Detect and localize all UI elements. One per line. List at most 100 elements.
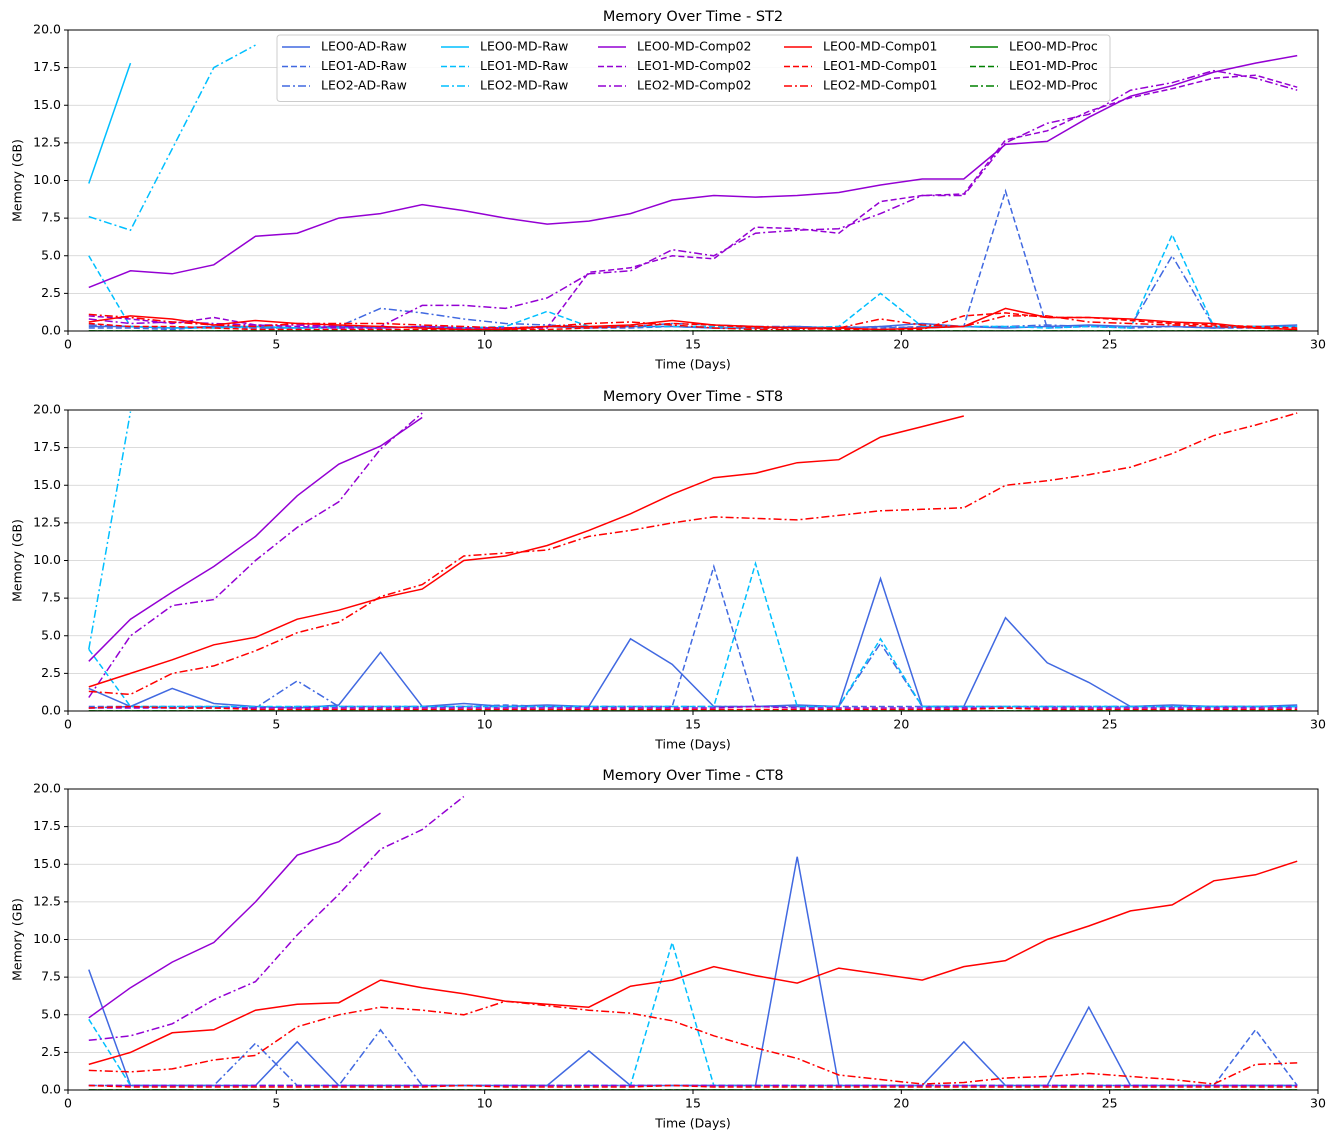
y-tick-label: 12.5: [33, 134, 61, 149]
y-tick-label: 7.5: [41, 210, 61, 225]
y-tick-label: 20.0: [33, 22, 61, 37]
legend-label: LEO1-MD-Proc: [1009, 58, 1098, 73]
x-tick-label: 30: [1310, 717, 1326, 732]
series-line: [88, 411, 132, 650]
y-tick-label: 10.0: [33, 552, 61, 567]
x-tick-label: 15: [685, 337, 701, 352]
series-line: [88, 812, 381, 1019]
legend-label: LEO1-MD-Raw: [480, 58, 568, 73]
y-axis-label: Memory (GB): [10, 898, 25, 981]
chart-title: Memory Over Time - ST2: [603, 9, 783, 25]
axes-frame: [67, 409, 1319, 712]
series-line: [88, 412, 423, 698]
chart-title: Memory Over Time - CT8: [602, 768, 783, 784]
x-tick-label: 15: [685, 1096, 701, 1111]
x-tick-label: 10: [477, 337, 493, 352]
legend-label: LEO1-AD-Raw: [321, 58, 407, 73]
y-tick-label: 2.5: [41, 1044, 61, 1059]
y-tick-label: 10.0: [33, 931, 61, 946]
legend-label: LEO2-AD-Raw: [321, 78, 407, 93]
series-group: [88, 44, 1298, 331]
y-tick-label: 5.0: [41, 627, 61, 642]
series-group: [88, 411, 1298, 711]
subplot: Memory Over Time - ST2 Time (Days) Memory …: [10, 9, 1326, 372]
x-tick-label: 5: [272, 717, 280, 732]
legend-label: LEO0-MD-Raw: [480, 39, 568, 54]
x-tick-label: 0: [64, 337, 72, 352]
y-tick-label: 17.5: [33, 818, 61, 833]
series-line: [88, 1000, 1298, 1085]
series-line: [88, 560, 1298, 708]
y-tick-label: 10.0: [33, 172, 61, 187]
series-line: [88, 54, 1298, 289]
x-tick-label: 25: [1102, 1096, 1118, 1111]
x-tick-label: 20: [893, 1096, 909, 1111]
x-tick-label: 0: [64, 1096, 72, 1111]
legend-label: LEO0-MD-Comp02: [637, 39, 751, 54]
y-tick-label: 7.5: [41, 969, 61, 984]
series-line: [88, 1084, 1298, 1088]
series-line: [88, 254, 1298, 329]
y-tick-label: 15.0: [33, 856, 61, 871]
legend-label: LEO2-MD-Comp02: [637, 78, 751, 93]
series-line: [88, 705, 1298, 711]
x-tick-label: 25: [1102, 717, 1118, 732]
x-tick-label: 25: [1102, 337, 1118, 352]
y-tick-label: 15.0: [33, 97, 61, 112]
series-line: [88, 416, 423, 662]
legend-label: LEO2-MD-Proc: [1009, 78, 1098, 93]
axes-frame: [67, 788, 1319, 1091]
x-tick-label: 30: [1310, 337, 1326, 352]
y-tick-label: 17.5: [33, 439, 61, 454]
x-tick-label: 30: [1310, 1096, 1326, 1111]
subplot: Memory Over Time - ST8 Time (Days) Memory …: [10, 389, 1326, 752]
y-tick-label: 12.5: [33, 514, 61, 529]
legend-label: LEO1-MD-Comp02: [637, 58, 751, 73]
y-tick-label: 5.0: [41, 247, 61, 262]
chart-title: Memory Over Time - ST8: [603, 389, 783, 405]
y-tick-label: 20.0: [33, 402, 61, 417]
x-tick-label: 0: [64, 717, 72, 732]
x-tick-label: 20: [893, 337, 909, 352]
x-axis-label: Time (Days): [654, 1116, 731, 1131]
series-line: [88, 313, 1298, 331]
y-tick-label: 17.5: [33, 59, 61, 74]
x-tick-label: 20: [893, 717, 909, 732]
y-tick-label: 20.0: [33, 781, 61, 796]
legend-label: LEO2-MD-Comp01: [823, 78, 937, 93]
y-tick-label: 0.0: [41, 323, 61, 338]
legend-label: LEO0-MD-Proc: [1009, 39, 1098, 54]
y-tick-label: 0.0: [41, 703, 61, 718]
y-tick-label: 12.5: [33, 893, 61, 908]
series-line: [88, 860, 1298, 1066]
legend-label: LEO0-MD-Comp01: [823, 39, 937, 54]
series-line: [88, 412, 1298, 696]
series-line: [88, 563, 1298, 709]
x-tick-label: 5: [272, 1096, 280, 1111]
series-line: [88, 795, 465, 1042]
y-tick-label: 0.0: [41, 1082, 61, 1097]
legend-label: LEO1-MD-Comp01: [823, 58, 937, 73]
legend: LEO0-AD-Raw LEO1-AD-Raw LEO2-AD-Raw LEO0-MD…: [276, 34, 1111, 102]
series-line: [88, 705, 1298, 709]
series-group: [88, 795, 1298, 1090]
subplot: Memory Over Time - CT8 Time (Days) Memory …: [10, 768, 1326, 1131]
series-line: [88, 62, 132, 184]
y-axis-label: Memory (GB): [10, 139, 25, 222]
axes-frame: [67, 29, 1319, 332]
y-tick-label: 2.5: [41, 285, 61, 300]
legend-label: LEO0-AD-Raw: [321, 39, 407, 54]
x-axis-label: Time (Days): [654, 357, 731, 372]
legend-box: [276, 34, 1111, 102]
y-tick-label: 15.0: [33, 477, 61, 492]
y-axis-label: Memory (GB): [10, 519, 25, 602]
x-tick-label: 15: [685, 717, 701, 732]
series-line: [88, 856, 1298, 1087]
x-axis-label: Time (Days): [654, 737, 731, 752]
series-line: [88, 74, 1298, 329]
y-tick-label: 7.5: [41, 590, 61, 605]
series-line: [88, 312, 1298, 331]
